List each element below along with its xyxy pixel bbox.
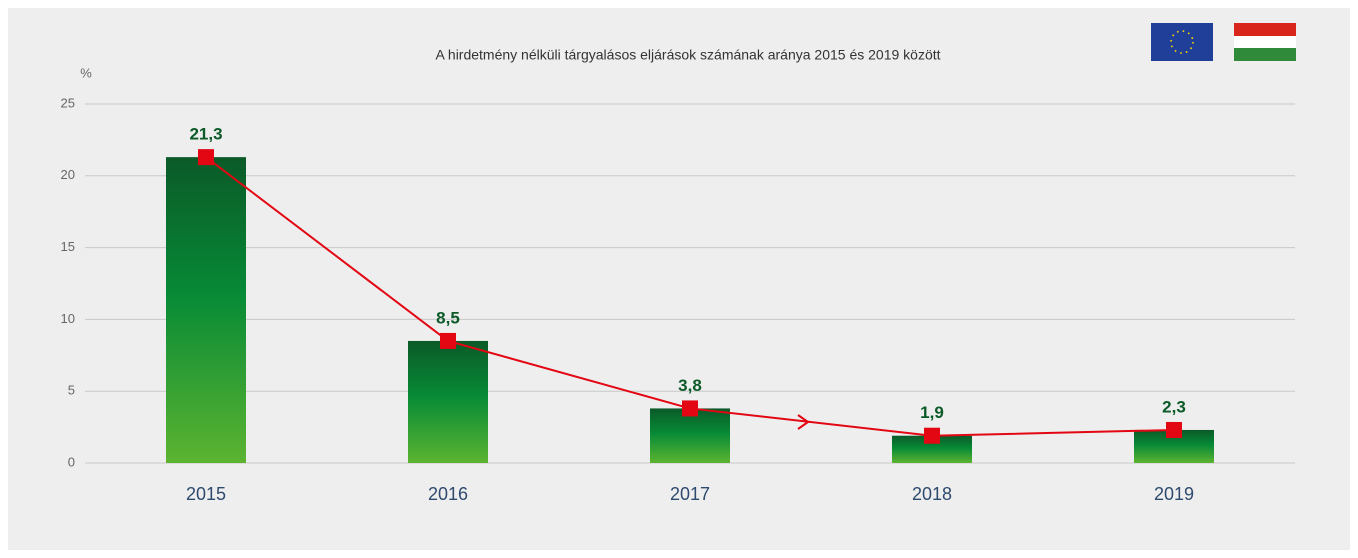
line-marker bbox=[1166, 421, 1182, 438]
x-tick-label: 2019 bbox=[1154, 484, 1194, 504]
data-label: 8,5 bbox=[436, 308, 460, 327]
line-marker bbox=[682, 400, 698, 417]
y-tick-label: 0 bbox=[68, 454, 75, 469]
x-tick-label: 2016 bbox=[428, 484, 468, 504]
data-label: 21,3 bbox=[189, 125, 222, 144]
x-tick-label: 2017 bbox=[670, 484, 710, 504]
chart-title: A hirdetmény nélküli tárgyalásos eljárás… bbox=[435, 47, 940, 63]
y-tick-label: 5 bbox=[68, 383, 75, 398]
y-tick-label: 25 bbox=[61, 95, 75, 110]
data-label: 3,8 bbox=[678, 376, 702, 395]
line-marker bbox=[198, 149, 214, 166]
y-tick-label: 15 bbox=[61, 239, 75, 254]
line-marker bbox=[924, 427, 940, 444]
arrow-decoration bbox=[797, 414, 810, 430]
bar bbox=[408, 340, 488, 463]
y-tick-label: 10 bbox=[61, 311, 75, 326]
data-label: 1,9 bbox=[920, 403, 944, 422]
bar bbox=[650, 408, 730, 463]
x-tick-label: 2018 bbox=[912, 484, 952, 504]
y-tick-label: 20 bbox=[61, 167, 75, 182]
eu-flag bbox=[1151, 23, 1213, 61]
data-label: 2,3 bbox=[1162, 397, 1186, 416]
y-axis-label: % bbox=[80, 65, 92, 80]
bar bbox=[166, 157, 246, 463]
line-marker bbox=[440, 332, 456, 349]
hu-flag bbox=[1234, 23, 1296, 61]
x-tick-label: 2015 bbox=[186, 484, 226, 504]
